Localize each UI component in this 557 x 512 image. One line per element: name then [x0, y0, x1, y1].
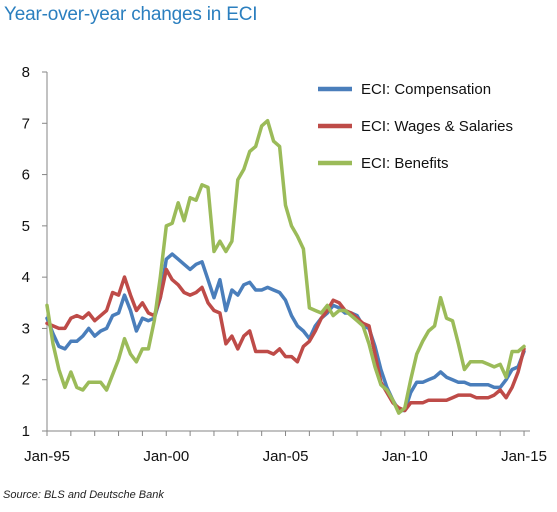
legend-label-2: ECI: Wages & Salaries — [361, 118, 513, 135]
x-tick-label: Jan-00 — [143, 448, 189, 465]
y-tick-label: 7 — [22, 115, 30, 132]
y-tick-label: 2 — [22, 372, 30, 389]
y-tick-label: 6 — [22, 167, 30, 184]
series-line-3 — [45, 118, 526, 415]
x-tick-label: Jan-15 — [501, 448, 547, 465]
y-tick-label: 8 — [22, 64, 30, 81]
axes: 1 2 3 4 5 6 7 8 Jan-95 Jan-00 Jan-05 Jan-10 Jan-15 — [22, 64, 547, 465]
series-lines — [45, 118, 526, 415]
series-line-1 — [45, 252, 526, 413]
y-tick-label: 3 — [22, 320, 30, 337]
legend: ECI: Compensation ECI: Wages & Salaries EC… — [318, 81, 513, 172]
chart-title: Year-over-year changes in ECI — [4, 4, 258, 25]
legend-label-3: ECI: Benefits — [361, 155, 449, 172]
y-tick-label: 1 — [22, 423, 30, 440]
x-tick-label: Jan-10 — [382, 448, 428, 465]
x-tick-label: Jan-05 — [263, 448, 309, 465]
legend-label-1: ECI: Compensation — [361, 81, 491, 98]
y-tick-label: 5 — [22, 218, 30, 235]
x-tick-label: Jan-95 — [24, 448, 70, 465]
series-line-2 — [45, 267, 526, 413]
source-note: Source: BLS and Deutsche Bank — [3, 489, 164, 501]
y-tick-label: 4 — [22, 269, 30, 286]
